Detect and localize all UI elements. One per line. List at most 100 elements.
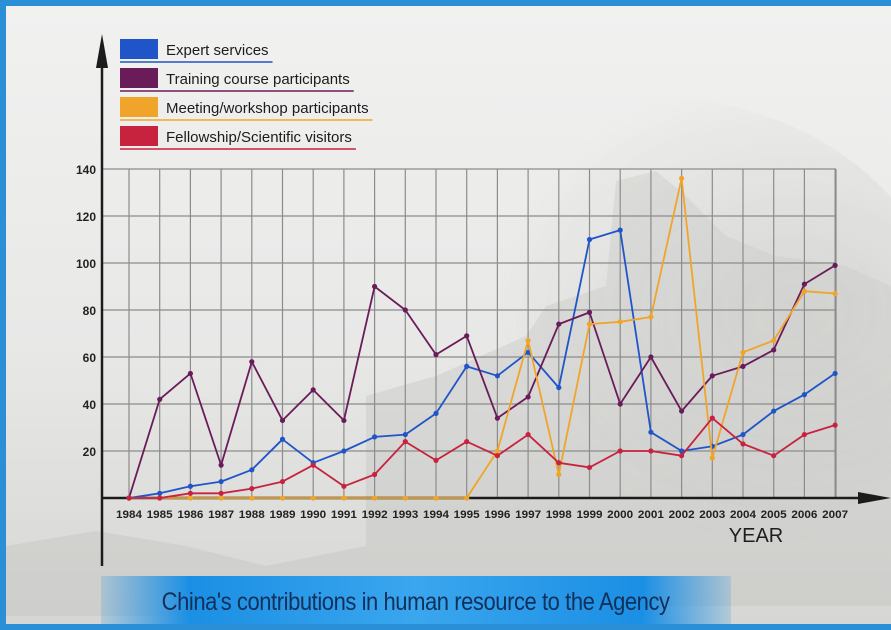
data-point (586, 321, 593, 327)
data-point (310, 387, 316, 393)
data-point (679, 453, 685, 459)
data-point (218, 462, 224, 468)
data-point (279, 495, 286, 501)
legend-label: Expert services (166, 42, 269, 59)
x-tick-label: 2007 (822, 509, 848, 521)
data-point (157, 490, 163, 496)
x-tick-label: 1986 (177, 509, 203, 521)
data-point (341, 417, 347, 424)
x-tick-label: 2002 (669, 509, 695, 521)
data-point (709, 373, 715, 379)
x-tick-label: 2003 (699, 509, 725, 521)
data-point (648, 429, 654, 435)
data-point (433, 410, 439, 416)
x-tick-label: 1993 (392, 509, 418, 521)
caption-banner: China's contributions in human resource … (101, 576, 731, 624)
x-tick-label: 1989 (270, 509, 296, 521)
x-tick-label: 1990 (300, 509, 326, 521)
data-point (464, 333, 470, 339)
data-point (341, 495, 347, 501)
data-point (402, 307, 408, 313)
series-group (126, 175, 838, 501)
data-point (556, 384, 562, 391)
y-axis-arrow-icon (96, 34, 108, 68)
x-tick-label: 1994 (423, 509, 450, 521)
data-point (556, 471, 562, 478)
y-tick-label: 40 (83, 398, 97, 412)
x-tick-label: 1997 (515, 509, 541, 521)
data-point (433, 495, 439, 501)
data-point (310, 462, 316, 468)
y-tick-label: 60 (83, 351, 97, 365)
x-axis-arrow-icon (858, 492, 891, 504)
x-axis-label: YEAR (729, 525, 783, 547)
data-point (249, 486, 255, 492)
legend-swatch (120, 39, 158, 59)
x-tick-label: 1992 (362, 509, 388, 521)
data-point (832, 422, 838, 428)
data-point (218, 495, 224, 501)
data-point (709, 415, 715, 421)
legend: Expert services Training course participa… (120, 39, 373, 150)
data-point (372, 434, 378, 440)
x-tick-label: 2000 (607, 509, 633, 521)
x-tick-label: 1991 (331, 509, 357, 521)
data-point (709, 455, 715, 461)
legend-swatch (120, 126, 158, 146)
chart-frame: 20 40 60 80 100 120 140 1984 1985 1986 1987 1988 19… (6, 6, 891, 624)
data-point (157, 396, 163, 402)
data-point (494, 373, 500, 379)
data-point (187, 495, 193, 501)
x-tick-label: 2006 (791, 509, 817, 521)
data-point (801, 288, 808, 294)
x-tick-label: 1996 (484, 509, 510, 521)
series-group (126, 415, 838, 501)
series-group (126, 227, 838, 501)
y-tick-label: 140 (76, 163, 96, 177)
data-point (249, 467, 255, 473)
data-point (679, 448, 685, 454)
data-point (525, 394, 531, 400)
data-point (771, 408, 777, 414)
series-line (129, 177, 836, 499)
data-point (740, 349, 746, 355)
x-tick-label: 1988 (239, 509, 265, 521)
data-point (740, 441, 746, 447)
data-point (740, 431, 746, 438)
data-point (586, 236, 593, 243)
series-line (128, 229, 836, 499)
data-point (525, 349, 531, 355)
y-tick-label: 80 (83, 304, 97, 318)
series-lines (126, 175, 838, 501)
data-point (648, 314, 654, 320)
data-point (402, 431, 408, 438)
data-point (341, 483, 347, 489)
data-point (249, 359, 255, 365)
data-point (556, 321, 562, 327)
data-point (433, 352, 439, 358)
data-point (801, 281, 808, 287)
data-point (771, 347, 777, 353)
x-tick-label: 1985 (147, 509, 173, 521)
data-point (648, 354, 654, 360)
data-point (433, 457, 439, 463)
y-tick-label: 100 (76, 257, 96, 271)
series-line (129, 417, 836, 499)
y-tick-label: 20 (83, 445, 97, 459)
legend-label: Meeting/workshop participants (166, 100, 369, 117)
data-point (832, 262, 838, 268)
data-point (586, 464, 593, 471)
x-tick-label: 1995 (454, 509, 480, 521)
data-point (279, 478, 286, 485)
x-tick-label: 1998 (546, 509, 572, 521)
data-point (157, 495, 163, 501)
y-tick-label: 120 (76, 210, 96, 224)
data-point (771, 337, 777, 344)
data-point (679, 175, 685, 181)
data-point (218, 490, 224, 496)
data-point (464, 495, 470, 501)
data-point (372, 495, 378, 501)
data-point (617, 227, 623, 233)
data-point (494, 415, 500, 421)
